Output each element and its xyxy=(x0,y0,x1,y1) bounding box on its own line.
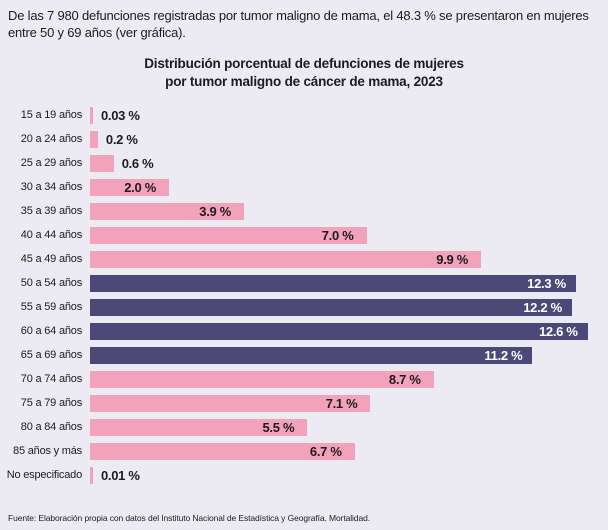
bar-row: 45 a 49 años 9.9 % xyxy=(0,247,608,271)
value-label: 5.5 % xyxy=(262,419,295,435)
value-label: 11.2 % xyxy=(484,347,523,363)
bar-track: 8.7 % xyxy=(90,370,608,388)
bar-track: 6.7 % xyxy=(90,442,608,460)
bar-track: 2.0 % xyxy=(90,178,608,196)
bar: 7.0 % xyxy=(90,226,367,244)
bar-track: 3.9 % xyxy=(90,202,608,220)
category-label: 20 a 24 años xyxy=(20,133,82,146)
category-label: 65 a 69 años xyxy=(20,349,82,362)
value-label: 8.7 % xyxy=(388,371,421,387)
bar-chart: 15 a 19 años 0.03 % 20 a 24 años 0.2 % 25 a … xyxy=(0,103,608,487)
category-label: 45 a 49 años xyxy=(20,253,82,266)
chart-title: Distribución porcentual de defunciones d… xyxy=(0,55,608,91)
bar-row: 15 a 19 años 0.03 % xyxy=(0,103,608,127)
bar-row: 40 a 44 años 7.0 % xyxy=(0,223,608,247)
value-label: 6.7 % xyxy=(309,443,342,459)
bar-track: 5.5 % xyxy=(90,418,608,436)
bar-row: 20 a 24 años 0.2 % xyxy=(0,127,608,151)
value-label: 9.9 % xyxy=(436,251,469,267)
bar: 5.5 % xyxy=(90,418,308,436)
bar-row: No especificado 0.01 % xyxy=(0,463,608,487)
bar-row: 30 a 34 años 2.0 % xyxy=(0,175,608,199)
category-label: 15 a 19 años xyxy=(20,109,82,122)
value-label: 2.0 % xyxy=(124,179,156,195)
category-label: 30 a 34 años xyxy=(20,181,82,194)
value-label: 0.2 % xyxy=(105,131,138,147)
bar xyxy=(90,106,93,124)
bar-track: 12.6 % xyxy=(90,322,608,340)
bar-row: 70 a 74 años 8.7 % xyxy=(0,367,608,391)
value-label: 0.6 % xyxy=(121,155,154,171)
bar-row: 80 a 84 años 5.5 % xyxy=(0,415,608,439)
bar: 8.7 % xyxy=(90,370,434,388)
bar-highlight: 11.2 % xyxy=(90,346,533,364)
bar-row: 25 a 29 años 0.6 % xyxy=(0,151,608,175)
bar xyxy=(90,154,114,172)
category-label: 85 años y más xyxy=(13,445,82,458)
bar xyxy=(90,466,93,484)
bar-track: 7.0 % xyxy=(90,226,608,244)
value-label: 12.2 % xyxy=(523,299,562,315)
bar-track: 7.1 % xyxy=(90,394,608,412)
bar xyxy=(90,130,98,148)
category-label: 40 a 44 años xyxy=(20,229,82,242)
value-label: 12.3 % xyxy=(527,275,566,291)
value-label: 0.01 % xyxy=(101,467,140,483)
bar-row: 55 a 59 años 12.2 % xyxy=(0,295,608,319)
category-label: No especificado xyxy=(6,469,82,482)
bar-highlight: 12.2 % xyxy=(90,298,572,316)
bar-track: 0.03 % xyxy=(90,106,608,124)
bar: 2.0 % xyxy=(90,178,169,196)
intro-paragraph: De las 7 980 defunciones registradas por… xyxy=(8,8,589,40)
category-label: 50 a 54 años xyxy=(20,277,82,290)
bar-track: 9.9 % xyxy=(90,250,608,268)
value-label: 3.9 % xyxy=(199,203,232,219)
bar-row: 75 a 79 años 7.1 % xyxy=(0,391,608,415)
bar-row: 65 a 69 años 11.2 % xyxy=(0,343,608,367)
category-label: 75 a 79 años xyxy=(20,397,82,410)
category-label: 35 a 39 años xyxy=(20,205,82,218)
bar-row: 60 a 64 años 12.6 % xyxy=(0,319,608,343)
bar-row: 50 a 54 años 12.3 % xyxy=(0,271,608,295)
value-label: 0.03 % xyxy=(101,107,140,123)
source-note: Fuente: Elaboración propia con datos del… xyxy=(8,513,370,523)
category-label: 70 a 74 años xyxy=(20,373,82,386)
bar: 6.7 % xyxy=(90,442,355,460)
category-label: 55 a 59 años xyxy=(20,301,82,314)
bar-track: 12.2 % xyxy=(90,298,608,316)
bar: 9.9 % xyxy=(90,250,482,268)
value-label: 7.1 % xyxy=(325,395,358,411)
chart-title-line1: Distribución porcentual de defunciones d… xyxy=(144,55,464,71)
bar-row: 85 años y más 6.7 % xyxy=(0,439,608,463)
bar-track: 0.2 % xyxy=(90,130,608,148)
bar-row: 35 a 39 años 3.9 % xyxy=(0,199,608,223)
category-label: 80 a 84 años xyxy=(20,421,82,434)
bar: 3.9 % xyxy=(90,202,245,220)
chart-title-line2: por tumor maligno de cáncer de mama, 202… xyxy=(165,74,443,89)
bar-track: 0.01 % xyxy=(90,466,608,484)
bar-track: 11.2 % xyxy=(90,346,608,364)
bar-highlight: 12.6 % xyxy=(90,322,588,340)
bar: 7.1 % xyxy=(90,394,371,412)
category-label: 25 a 29 años xyxy=(20,157,82,170)
category-label: 60 a 64 años xyxy=(20,325,82,338)
bar-track: 12.3 % xyxy=(90,274,608,292)
value-label: 12.6 % xyxy=(539,323,578,339)
bar-highlight: 12.3 % xyxy=(90,274,576,292)
bar-track: 0.6 % xyxy=(90,154,608,172)
value-label: 7.0 % xyxy=(321,227,354,243)
